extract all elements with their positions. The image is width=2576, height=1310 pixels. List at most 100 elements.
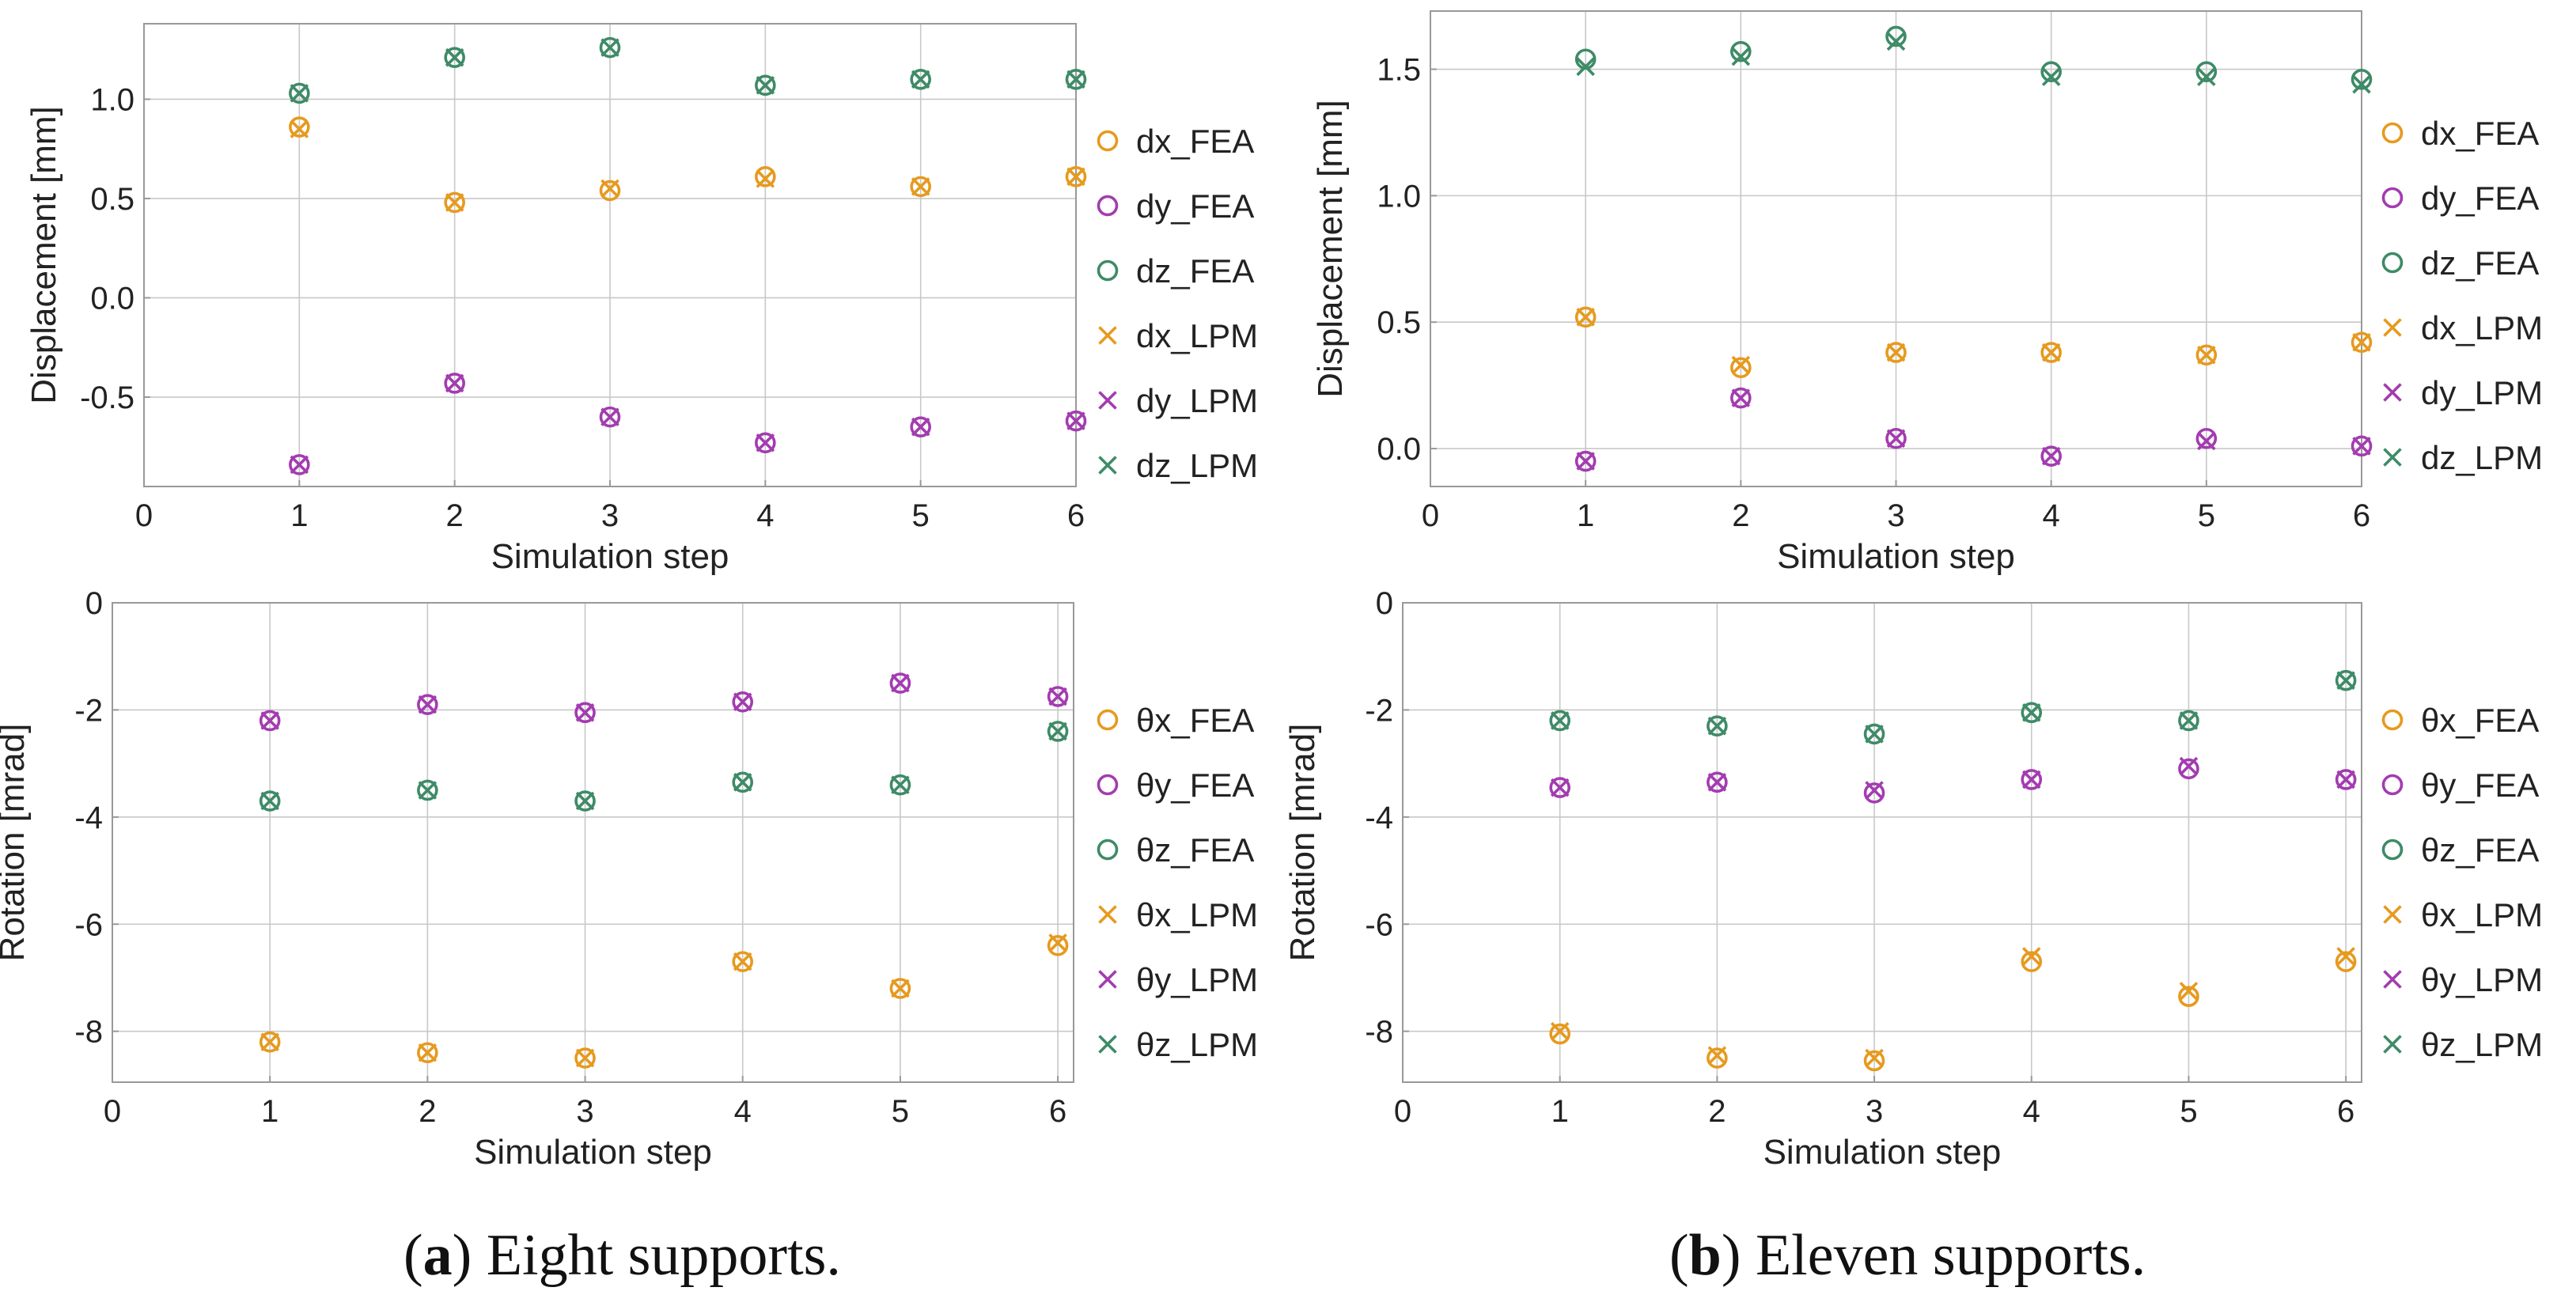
marker-dz_LPM [2197,67,2216,86]
marker-θx_LPM [891,979,910,998]
legend: dx_FEA dy_FEA dz_FEA dx_LPM dy_LPM dz_LPM [2381,115,2543,476]
x-tick-label: 5 [2180,1094,2197,1129]
legend-circle-marker [1097,130,1119,152]
y-tick-label: -6 [1365,907,1393,942]
marker-dz_FEA [1730,40,1752,62]
y-tick-label: 1.0 [1377,179,1421,214]
y-axis-label: Rotation [mrad] [0,724,32,962]
legend-circle-marker [1097,709,1119,731]
marker-θx_LPM [2021,947,2041,966]
legend-label: dy_LPM [1136,382,1258,419]
legend-item: θz_FEA [1097,831,1254,869]
marker-θy_LPM [733,692,752,712]
marker-θz_FEA [1549,710,1570,732]
marker-dy_LPM [1576,452,1595,471]
series-θy_FEA [259,672,1069,732]
marker-θz_FEA [574,790,596,812]
marker-θx_FEA [574,1047,596,1069]
marker-dx_LPM [911,177,930,196]
marker-θy_FEA [1707,771,1728,793]
y-tick-label: 0 [85,586,103,621]
x-tick-label: 4 [2043,498,2060,533]
marker-dz_LPM [756,76,775,95]
marker-dz_LPM [290,84,309,103]
marker-θx_FEA [417,1042,438,1064]
legend-cross-marker [1098,970,1117,989]
marker-θz_LPM [733,773,752,792]
marker-dz_FEA [444,47,465,68]
legend: dx_FEA dy_FEA dz_FEA dx_LPM dy_LPM dz_LPM [1097,123,1258,484]
marker-θy_FEA [2021,769,2043,790]
legend: θx_FEA θy_FEA θz_FEA θx_LPM θy_LPM θz_LPM [2381,702,2543,1063]
y-axis-label: Rotation [mrad] [1283,724,1322,962]
y-tick-label: -2 [74,693,103,728]
marker-dy_LPM [756,433,775,452]
legend-label: θy_LPM [2421,961,2543,998]
marker-θz_FEA [1707,715,1728,737]
marker-θz_FEA [1047,721,1069,742]
legend-cross-marker [1098,326,1117,345]
marker-θz_FEA [1863,723,1885,745]
marker-dy_LPM [1886,429,1906,449]
x-tick-label: 4 [756,498,774,533]
marker-dy_FEA [2040,445,2062,467]
series-θy_LPM [260,673,1067,730]
x-axis-label: Simulation step [474,1133,712,1172]
marker-θx_FEA [1549,1023,1570,1045]
y-tick-label: 1.5 [1377,53,1421,88]
series-dy_FEA [1574,387,2373,472]
marker-dy_FEA [2195,427,2218,449]
marker-dx_FEA [910,176,931,198]
marker-θx_FEA [889,978,911,999]
legend-circle-marker [1097,195,1119,217]
legend-item: dy_FEA [1097,187,1254,225]
legend-label: θx_FEA [1136,702,1254,739]
x-tick-label: 0 [1422,498,1439,533]
legend-item: dz_FEA [1097,252,1254,290]
marker-θy_FEA [1549,777,1570,798]
marker-θz_LPM [418,781,438,800]
series-θx_FEA [1549,951,2357,1072]
x-tick-label: 5 [892,1094,909,1129]
legend-item: θy_FEA [1097,767,1254,804]
series-dz_LPM [1576,32,2371,94]
caption-b-text: Eleven supports. [1741,1223,2146,1288]
marker-dy_LPM [911,417,930,437]
y-tick-label: 0 [1376,586,1393,621]
legend-label: dz_LPM [1136,447,1258,484]
series-θx_LPM [260,933,1067,1068]
series-dx_FEA [1574,306,2373,379]
marker-θy_FEA [2335,769,2357,790]
x-tick-label: 0 [135,498,153,533]
marker-dx_LPM [756,169,775,188]
x-tick-label: 1 [290,498,308,533]
legend-item: θx_FEA [2381,702,2539,739]
marker-dx_FEA [755,166,776,187]
legend-item: θz_FEA [2381,831,2539,869]
y-tick-label: -6 [74,907,103,942]
marker-dx_LPM [1886,343,1906,362]
x-tick-label: 3 [1887,498,1904,533]
marker-θz_FEA [259,790,281,812]
marker-dz_LPM [600,38,619,57]
marker-dz_LPM [2041,67,2061,86]
marker-θz_LPM [1865,725,1884,744]
marker-θy_LPM [2336,770,2355,789]
legend-circle-marker [1097,839,1119,861]
marker-dx_LPM [1066,167,1085,187]
legend-circle-marker [2381,252,2404,274]
caption-a-text: Eight supports. [472,1223,841,1288]
legend-label: dx_FEA [2421,115,2539,152]
legend-label: dz_FEA [2421,244,2539,282]
marker-θz_LPM [1707,716,1727,736]
x-tick-label: 3 [576,1094,593,1129]
legend-cross-marker [2383,905,2402,924]
legend-cross-marker [1098,905,1117,924]
marker-θy_FEA [1047,686,1069,707]
legend-label: dx_LPM [1136,317,1258,354]
legend-label: θy_FEA [1136,767,1254,804]
legend-item: dx_LPM [2383,309,2543,346]
marker-θz_LPM [891,775,910,794]
legend-label: dy_LPM [2421,374,2543,411]
